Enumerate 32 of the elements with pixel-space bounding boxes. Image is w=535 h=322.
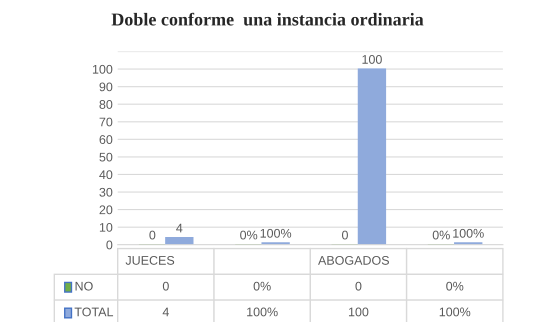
- text: 0%: [240, 230, 258, 240]
- text: 4: [176, 224, 182, 232]
- chart-title: Doble conforme una instancia ordinaria: [112, 12, 424, 26]
- y-tick-label: 90: [100, 82, 112, 92]
- x-tick-label: JUECES: [126, 256, 174, 265]
- data-label: 100: [348, 307, 368, 316]
- data-label: 0: [355, 282, 362, 291]
- text: 0: [342, 230, 348, 240]
- text: 100%: [260, 228, 292, 238]
- y-tick-label: 70: [100, 118, 112, 126]
- y-tick-label: 0: [106, 240, 112, 250]
- y-tick-label: 30: [99, 188, 112, 197]
- text: 100: [362, 54, 382, 64]
- data-label: 100%: [440, 307, 470, 316]
- data-label: 0%: [254, 282, 271, 291]
- data-label: 4: [162, 308, 169, 316]
- text: 0: [149, 230, 156, 240]
- data-label: 0%: [446, 282, 464, 291]
- y-tick-label: 50: [99, 152, 112, 162]
- y-tick-label: 40: [99, 170, 112, 180]
- y-tick-label: 80: [99, 100, 112, 109]
- legend-label: TOTAL: [74, 307, 114, 316]
- y-tick-label: 60: [100, 135, 112, 144]
- y-tick-label: 10: [100, 222, 112, 232]
- legend-label: NO: [76, 282, 93, 291]
- data-label: 100%: [247, 307, 278, 316]
- data-label: 0: [162, 282, 169, 291]
- y-tick-label: 20: [100, 205, 112, 214]
- text: 100%: [453, 228, 484, 238]
- text: 0%: [432, 230, 450, 240]
- y-tick-label: 100: [92, 64, 112, 74]
- x-tick-label: ABOGADOS: [318, 256, 389, 265]
